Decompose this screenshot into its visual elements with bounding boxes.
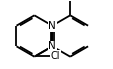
- Text: N: N: [48, 41, 56, 51]
- Text: Cl: Cl: [50, 51, 60, 61]
- Text: N: N: [48, 21, 56, 31]
